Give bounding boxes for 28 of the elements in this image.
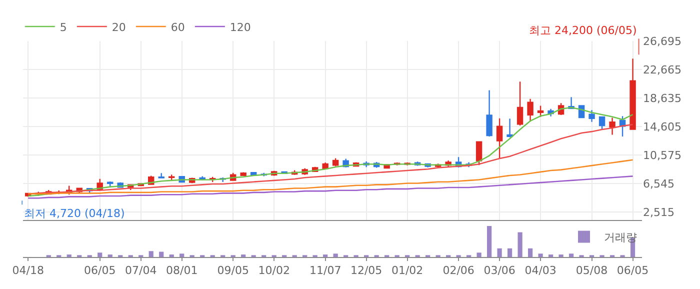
- legend-label: 5: [60, 20, 67, 34]
- legend-label: 120: [230, 20, 251, 34]
- x-tick-label: 11/07: [309, 264, 342, 278]
- x-tick-label: 10/02: [258, 264, 290, 278]
- y-tick-label: 22,665: [643, 63, 682, 76]
- x-tick-label: 04/03: [524, 264, 556, 278]
- x-tick-label: 07/04: [125, 264, 157, 278]
- x-tick-label: 06/05: [616, 264, 649, 278]
- x-tick-label: 01/02: [391, 264, 424, 278]
- legend-label: 거래량: [604, 231, 637, 244]
- legend-label: 60: [170, 20, 185, 34]
- legend-label: 20: [112, 20, 126, 34]
- x-tick-label: 12/05: [350, 264, 382, 278]
- x-tick-label: 04/18: [12, 264, 44, 278]
- y-tick-label: 26,695: [643, 34, 682, 48]
- text: 최고 24,200 (06/05): [529, 24, 637, 37]
- y-tick-label: 10,575: [643, 148, 682, 162]
- y-tick-label: 18,635: [643, 92, 682, 105]
- y-tick-label: 2,515: [643, 206, 674, 220]
- x-tick-label: 05/08: [576, 264, 608, 278]
- annotation: 최저 4,720 (04/18): [24, 207, 125, 220]
- x-tick-label: 06/05: [84, 264, 116, 278]
- x-tick-label: 09/05: [217, 264, 249, 278]
- y-tick-label: 14,605: [643, 120, 682, 134]
- x-tick-label: 03/06: [484, 264, 516, 278]
- x-tick-label: 02/06: [442, 264, 474, 278]
- y-tick-label: 6,545: [643, 178, 674, 190]
- x-tick-label: 08/01: [166, 264, 198, 278]
